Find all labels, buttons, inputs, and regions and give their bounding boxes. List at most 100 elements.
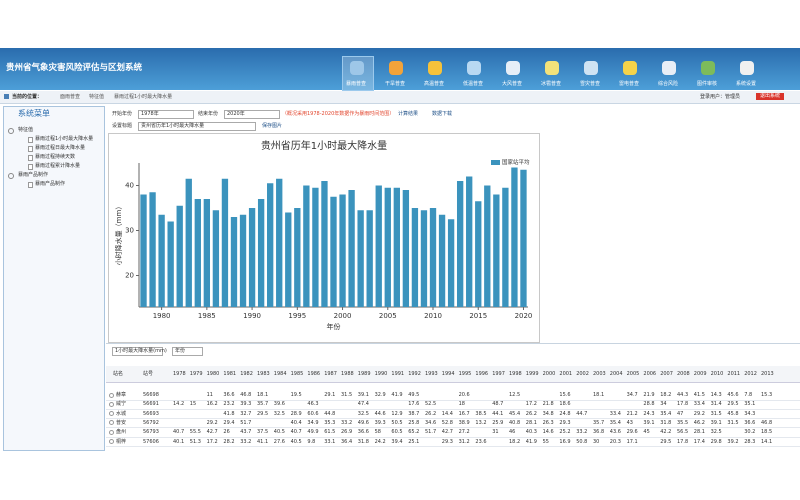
x-tick-label: 1980 [153,312,171,320]
tree-item[interactable]: 暴雨过程持续天数 [35,155,75,160]
nav-label[interactable]: 暴雨普查 [346,82,366,87]
row-expand[interactable] [109,393,114,398]
station-name: 赫章 [116,393,126,398]
year-select[interactable]: 年份 [172,347,203,356]
table-cell: 46.8 [240,393,251,398]
table-cell: 18.1 [257,393,268,398]
table-cell: 33.4 [610,412,621,417]
table-cell: 21.2 [627,412,638,417]
nav-label[interactable]: 图件审核 [697,82,717,87]
tree-item[interactable]: 暴雨过程累计降水量 [35,164,80,169]
table-cell: 17.8 [677,440,688,445]
bar [493,195,499,308]
tree-group[interactable]: 暴雨产品制作 [18,173,48,178]
location-icon [4,94,9,99]
table-cell: 15 [190,402,196,407]
table-cell: 29.4 [223,421,234,426]
nav-icon[interactable] [701,61,715,75]
table-cell: 20.3 [610,440,621,445]
station-name: 桐梓 [116,440,126,445]
bar [222,179,228,307]
nav-icon[interactable] [350,61,364,75]
logout-button[interactable]: 退出系统 [756,93,784,100]
nav-icon[interactable] [623,61,637,75]
bar [394,188,400,307]
table-cell: 39.2 [727,440,738,445]
title-input[interactable]: 贵州省历年1小时最大降水量 [138,122,256,131]
download-button[interactable]: 数据下载 [432,112,452,117]
nav-label[interactable]: 综合风险 [658,82,678,87]
table-cell: 27.6 [274,440,285,445]
tree-item[interactable]: 暴雨过程1小时最大降水量 [35,137,93,142]
table-cell: 12.9 [391,412,402,417]
nav-icon[interactable] [740,61,754,75]
nav-icon[interactable] [467,61,481,75]
table-cell: 17.8 [677,402,688,407]
x-tick-label: 2000 [334,312,352,320]
table-cell: 31.5 [727,421,738,426]
start-select[interactable]: 1978年 [138,110,194,119]
nav-label[interactable]: 系统设置 [736,82,756,87]
nav-label[interactable]: 雪灾普查 [580,82,600,87]
table-cell: 17.4 [694,440,705,445]
tree-toggle[interactable] [8,173,14,179]
table-cell: 23.2 [223,402,234,407]
nav-label[interactable]: 冰雹普查 [541,82,561,87]
table-cell: 30 [593,440,599,445]
tree-toggle[interactable] [8,128,14,134]
table-cell: 49.5 [408,393,419,398]
column-header: 1997 [492,372,505,377]
nav-icon[interactable] [584,61,598,75]
column-header[interactable]: 站号 [143,372,153,377]
bar [430,208,436,307]
column-header: 2003 [593,372,606,377]
station-id: 56693 [143,412,159,417]
crumb-item[interactable]: 面雨普查 [60,95,80,100]
tree-file-icon [28,146,33,152]
table-cell: 26.9 [341,430,352,435]
column-header: 2011 [727,372,740,377]
table-cell: 49.9 [307,430,318,435]
nav-icon[interactable] [662,61,676,75]
crumb-item[interactable]: 暴雨过程1小时最大降水量 [114,95,172,100]
column-header[interactable]: 站名 [113,372,123,377]
bar [149,192,155,307]
row-expand[interactable] [109,430,114,435]
nav-label[interactable]: 低温普查 [463,82,483,87]
nav-label[interactable]: 雷电普查 [619,82,639,87]
nav-icon[interactable] [389,61,403,75]
end-select[interactable]: 2020年 [224,110,280,119]
bar [466,177,472,308]
column-header: 1989 [358,372,371,377]
save-button[interactable]: 保存图片 [262,124,282,129]
table-cell: 26.2 [526,412,537,417]
table-cell: 48.7 [492,402,503,407]
row-expand[interactable] [109,402,114,407]
bar [240,215,246,307]
x-tick-label: 1995 [288,312,306,320]
tree-group[interactable]: 特征值 [18,128,33,133]
column-header: 1995 [459,372,472,377]
user-label: 登录用户：管理员 [700,95,740,100]
tree-item[interactable]: 暴雨产品制作 [35,182,65,187]
title-label: 设置标题 [112,124,132,129]
nav-label[interactable]: 干旱普查 [385,82,405,87]
calc-button[interactable]: 计算结果 [398,112,418,117]
column-header: 1998 [509,372,522,377]
row-expand[interactable] [109,439,114,444]
nav-label[interactable]: 大风普查 [502,82,522,87]
range-note: （概况采用1978-2020年数据作为暴雨时间范围） [282,112,394,117]
nav-label[interactable]: 高温普查 [424,82,444,87]
y-tick-label: 40 [125,182,134,190]
tree-item[interactable]: 暴雨过程日最大降水量 [35,146,85,151]
nav-icon[interactable] [545,61,559,75]
crumb-item[interactable]: 特征值 [89,95,104,100]
nav-icon[interactable] [428,61,442,75]
table-cell: 18.2 [660,393,671,398]
column-header: 2005 [627,372,640,377]
table-cell: 18.1 [593,393,604,398]
element-select[interactable]: 1小时最大降水量(mm) [112,347,163,356]
table-cell: 27.2 [459,430,470,435]
nav-icon[interactable] [506,61,520,75]
start-label: 开始年份 [112,112,132,117]
